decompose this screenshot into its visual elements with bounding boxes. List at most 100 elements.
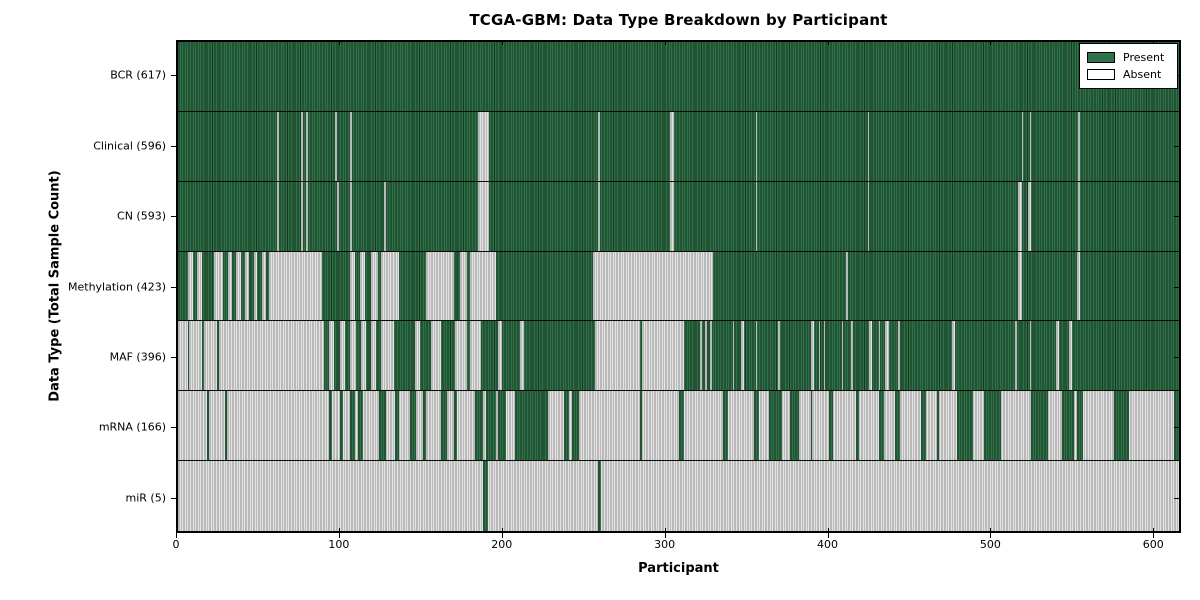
present-segment: [409, 391, 417, 461]
absent-segment: [885, 321, 889, 391]
present-segment: [723, 391, 728, 461]
x-tick-mark: [501, 528, 503, 538]
absent-segment: [478, 111, 490, 181]
x-tick-mark: [664, 40, 666, 45]
absent-segment: [478, 181, 490, 251]
ytick-label-mir: miR (5): [125, 491, 167, 505]
absent-segment: [236, 251, 242, 321]
absent-segment: [593, 251, 714, 321]
absent-segment: [1076, 251, 1081, 321]
x-tick-mark: [827, 40, 829, 45]
absent-segment: [455, 321, 467, 391]
absent-segment: [878, 321, 881, 391]
absent-segment: [187, 251, 193, 321]
absent-segment: [594, 321, 641, 391]
absent-segment: [178, 321, 188, 391]
present-segment: [515, 391, 548, 461]
absent-segment: [732, 321, 735, 391]
x-tick-mark: [990, 528, 992, 538]
present-segment: [878, 391, 884, 461]
y-tick-mark: [171, 356, 176, 358]
x-tick-mark: [664, 528, 666, 538]
present-segment: [340, 391, 344, 461]
x-axis-label: Participant: [638, 561, 719, 576]
absent-segment: [301, 181, 303, 251]
absent-segment: [778, 321, 780, 391]
absent-segment: [470, 251, 496, 321]
xtick-label-300: 300: [654, 538, 676, 551]
absent-segment: [361, 321, 367, 391]
absent-segment: [460, 251, 467, 321]
legend-present-label: Present: [1123, 51, 1165, 64]
absent-segment: [669, 111, 675, 181]
absent-segment: [1029, 111, 1032, 181]
absent-segment: [197, 251, 203, 321]
x-tick-mark: [338, 528, 340, 538]
absent-segment: [244, 251, 250, 321]
xtick-label-600: 600: [1142, 538, 1164, 551]
absent-swatch-icon: [1087, 69, 1115, 80]
absent-segment: [867, 111, 870, 181]
present-segment: [810, 391, 813, 461]
absent-segment: [380, 321, 394, 391]
present-segment: [395, 391, 399, 461]
ytick-label-methylation: Methylation (423): [68, 280, 166, 293]
x-tick-mark: [176, 40, 177, 45]
row-methylation: [178, 251, 1179, 322]
y-tick-mark: [171, 286, 176, 288]
absent-segment: [710, 321, 712, 391]
absent-segment: [306, 181, 308, 251]
absent-segment: [810, 321, 814, 391]
absent-segment: [228, 251, 232, 321]
row-mrna: [178, 391, 1179, 462]
absent-segment: [700, 321, 702, 391]
legend-entry-present: Present: [1087, 49, 1170, 66]
present-segment: [328, 391, 333, 461]
present-segment: [207, 391, 209, 461]
x-tick-mark: [1153, 40, 1155, 45]
y-tick-mark: [1174, 497, 1179, 499]
absent-segment: [669, 181, 675, 251]
x-tick-mark: [827, 528, 829, 538]
present-segment: [640, 391, 642, 461]
absent-segment: [306, 111, 308, 181]
absent-segment: [349, 321, 357, 391]
present-segment: [1062, 391, 1074, 461]
absent-segment: [823, 321, 826, 391]
present-segment: [895, 391, 900, 461]
absent-segment: [818, 321, 821, 391]
absent-segment: [841, 321, 844, 391]
absent-segment: [359, 251, 365, 321]
absent-segment: [1018, 181, 1022, 251]
present-segment: [474, 391, 483, 461]
absent-segment: [203, 321, 217, 391]
present-segment: [453, 391, 458, 461]
present-segment: [1174, 391, 1179, 461]
absent-segment: [846, 251, 849, 321]
plot-area: [176, 40, 1181, 533]
absent-segment: [520, 321, 524, 391]
ytick-label-clinical: Clinical (596): [93, 139, 166, 153]
row-cn: [178, 181, 1179, 252]
y-tick-mark: [1174, 356, 1179, 358]
present-swatch-icon: [1087, 52, 1115, 63]
present-segment: [753, 391, 759, 461]
absent-segment: [349, 181, 352, 251]
present-segment: [358, 391, 363, 461]
absent-segment: [262, 251, 266, 321]
present-segment: [379, 391, 386, 461]
absent-segment: [1028, 181, 1032, 251]
y-tick-mark: [1174, 427, 1179, 429]
x-tick-mark: [501, 40, 503, 45]
absent-segment: [1018, 251, 1022, 321]
legend: Present Absent: [1079, 43, 1178, 89]
absent-segment: [1068, 321, 1072, 391]
present-segment: [1114, 391, 1129, 461]
absent-segment: [1055, 321, 1059, 391]
absent-segment: [1029, 321, 1032, 391]
row-bcr: [178, 42, 1179, 112]
present-segment: [789, 391, 800, 461]
present-segment: [564, 391, 569, 461]
present-segment: [937, 391, 939, 461]
